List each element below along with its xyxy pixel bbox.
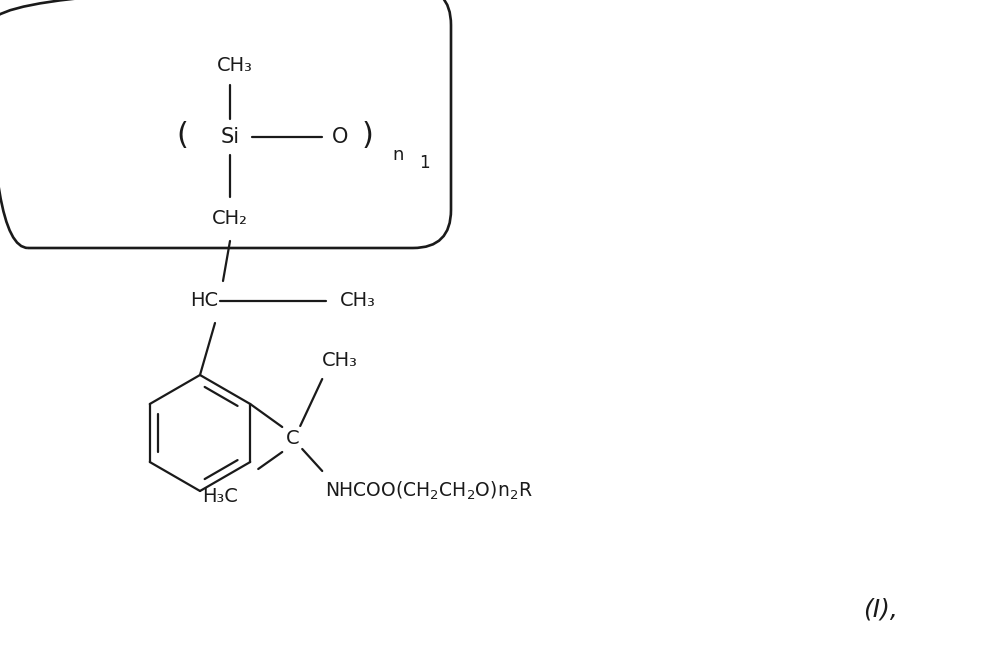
Text: C: C (285, 429, 299, 448)
Text: 1: 1 (419, 154, 430, 172)
Text: CH₃: CH₃ (217, 56, 253, 75)
Text: NHCOO(CH$_2$CH$_2$O)n$_2$R: NHCOO(CH$_2$CH$_2$O)n$_2$R (325, 480, 533, 502)
Text: HC: HC (190, 292, 218, 310)
Text: O: O (332, 127, 348, 147)
Text: (: ( (176, 120, 188, 149)
Text: CH₃: CH₃ (322, 351, 358, 370)
Text: (I),: (I), (863, 598, 897, 622)
Text: CH₂: CH₂ (212, 210, 248, 228)
Text: Si: Si (220, 127, 240, 147)
Text: CH₃: CH₃ (340, 292, 376, 310)
Text: H₃C: H₃C (202, 487, 238, 507)
Text: ): ) (362, 120, 374, 149)
Text: n: n (392, 146, 403, 164)
